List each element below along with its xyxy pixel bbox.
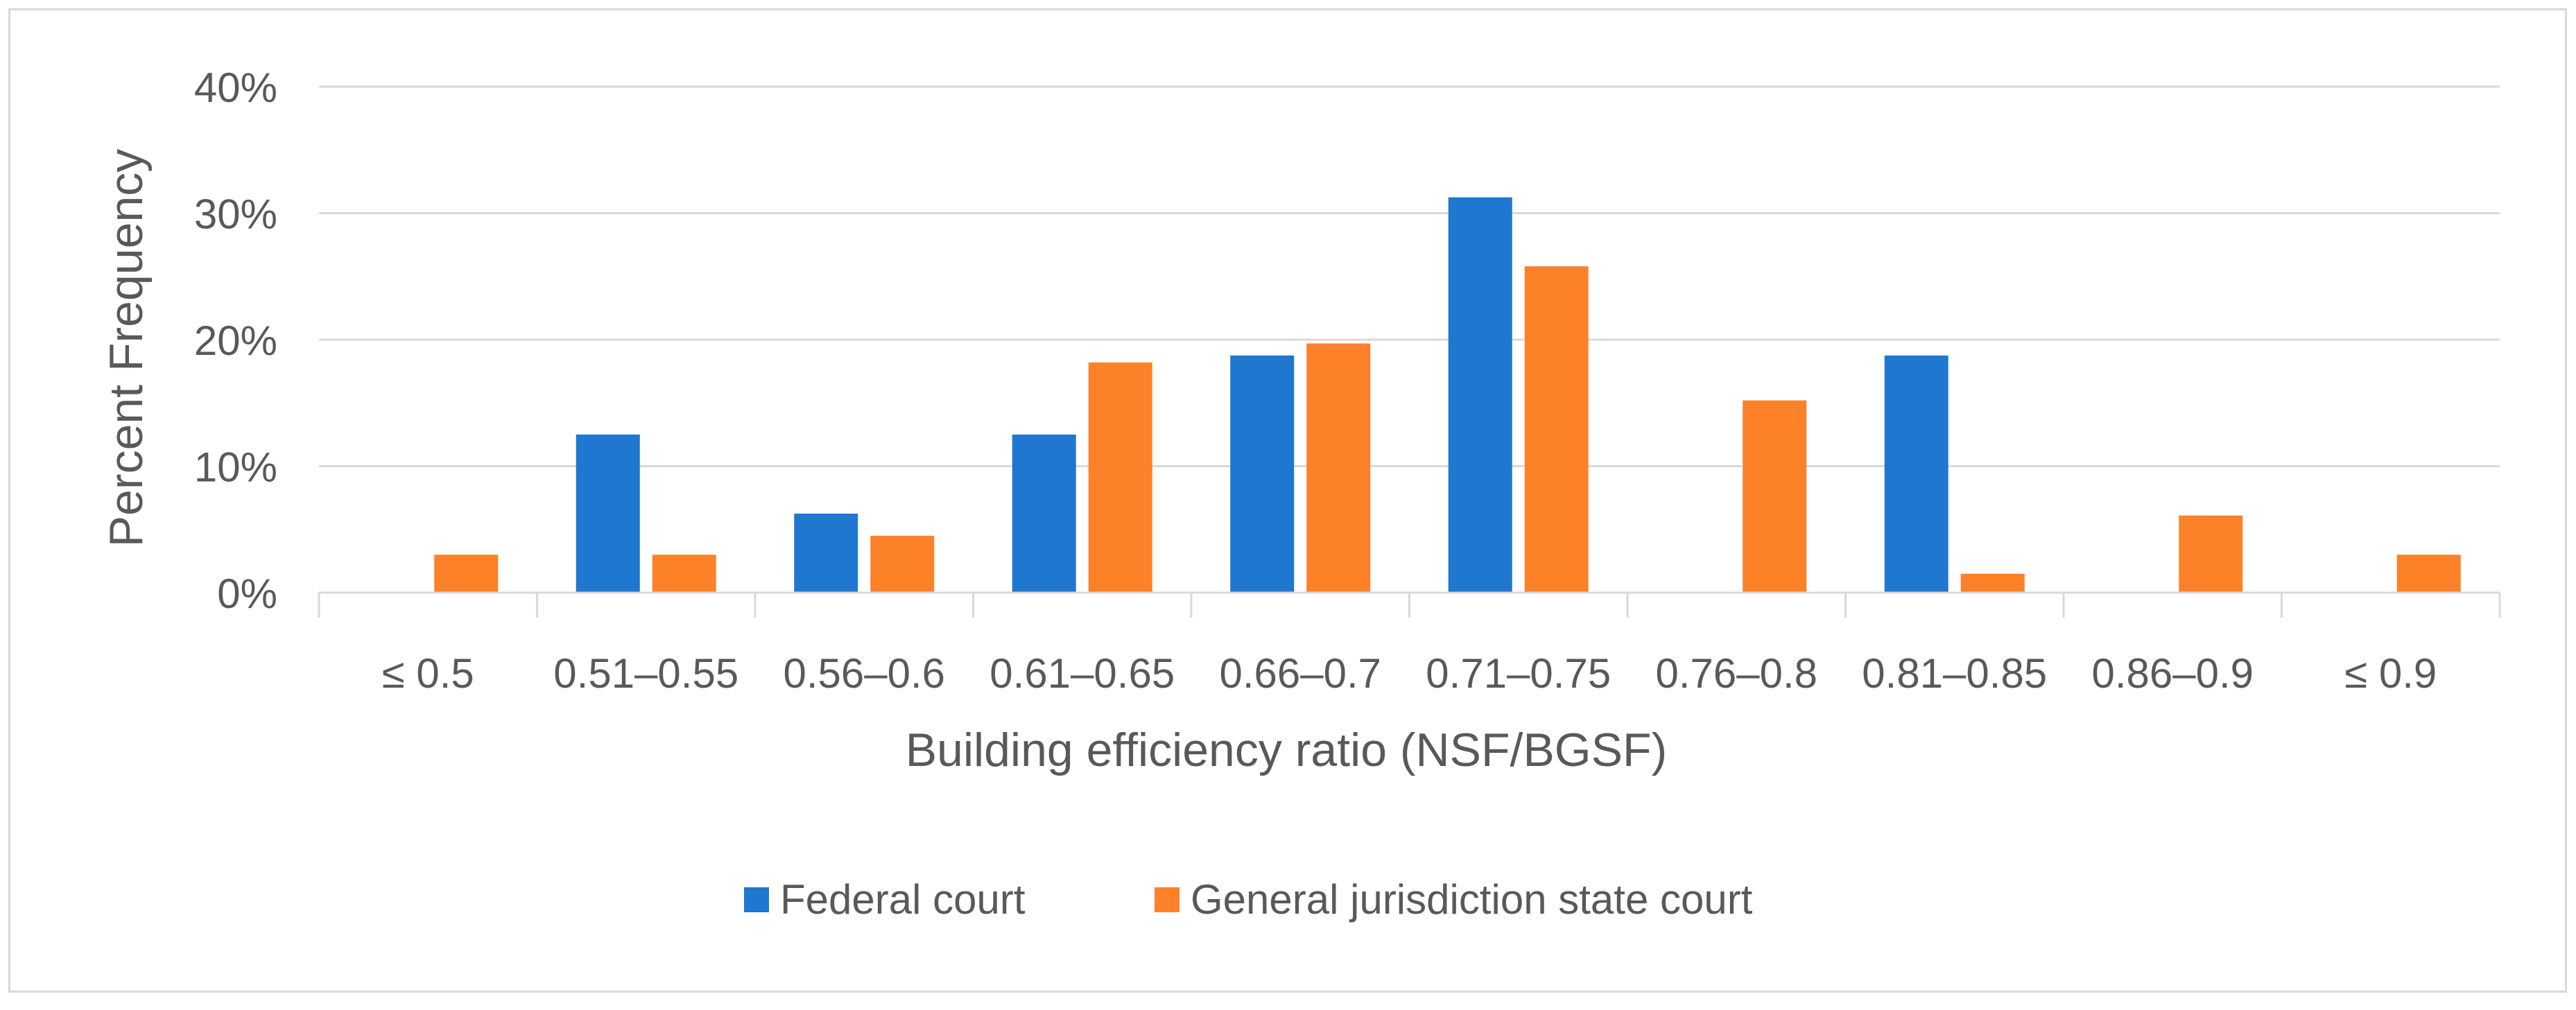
bar-federal-5 [1448, 197, 1512, 593]
legend-label-federal-court: Federal court [780, 876, 1026, 923]
legend-label-state-court: General jurisdiction state court [1191, 876, 1753, 923]
bar-federal-3 [1012, 434, 1076, 593]
y-tick-label: 10% [194, 444, 277, 491]
x-tick-label: 0.51–0.55 [553, 650, 738, 697]
bar-state-6 [1743, 400, 1807, 593]
x-tick-label: 0.86–0.9 [2091, 650, 2254, 697]
bar-state-8 [2179, 515, 2243, 593]
chart-frame: 0% 10% 20% 30% 40% ≤ 0.5 0.51–0.55 0.56–0.6 0.6… [8, 8, 2567, 993]
bar-federal-7 [1884, 355, 1948, 593]
y-tick-label: 30% [194, 191, 277, 238]
y-axis-title: Percent Frequency [100, 149, 153, 548]
legend-swatch-federal-court [744, 887, 769, 912]
x-tick-label: 0.61–0.65 [989, 650, 1175, 697]
gridlines [319, 85, 2500, 467]
x-tick-label: ≤ 0.9 [2344, 650, 2437, 697]
y-tick-label: 40% [194, 64, 277, 111]
y-tick-labels: 0% 10% 20% 30% 40% [194, 64, 277, 617]
x-tick-label: 0.66–0.7 [1219, 650, 1381, 697]
bar-federal-1 [576, 434, 640, 593]
bars [434, 197, 2461, 593]
y-tick-label: 20% [194, 317, 277, 364]
bar-state-3 [1088, 362, 1152, 593]
x-tick-label: ≤ 0.5 [382, 650, 474, 697]
bar-chart: 0% 10% 20% 30% 40% ≤ 0.5 0.51–0.55 0.56–0.6 0.6… [100, 64, 2501, 923]
x-tick-label: 0.76–0.8 [1655, 650, 1817, 697]
bar-state-4 [1306, 343, 1371, 593]
x-axis [318, 591, 2501, 618]
x-tick-label: 0.81–0.85 [1862, 650, 2047, 697]
bar-federal-2 [794, 513, 858, 593]
bar-state-5 [1524, 266, 1589, 593]
x-tick-labels: ≤ 0.5 0.51–0.55 0.56–0.6 0.61–0.65 0.66–0.7 0… [382, 650, 2437, 697]
legend: Federal court General jurisdiction state… [744, 876, 1753, 923]
y-tick-label: 0% [217, 571, 277, 617]
bar-state-9 [2396, 555, 2461, 593]
bar-state-1 [652, 555, 716, 593]
bar-state-7 [1960, 573, 2025, 593]
legend-swatch-state-court [1155, 887, 1179, 912]
x-tick-label: 0.71–0.75 [1426, 650, 1611, 697]
bar-state-0 [434, 555, 499, 593]
x-axis-title: Building efficiency ratio (NSF/BGSF) [906, 724, 1667, 776]
bar-state-2 [870, 535, 935, 593]
x-tick-label: 0.56–0.6 [783, 650, 945, 697]
bar-federal-4 [1230, 355, 1295, 593]
